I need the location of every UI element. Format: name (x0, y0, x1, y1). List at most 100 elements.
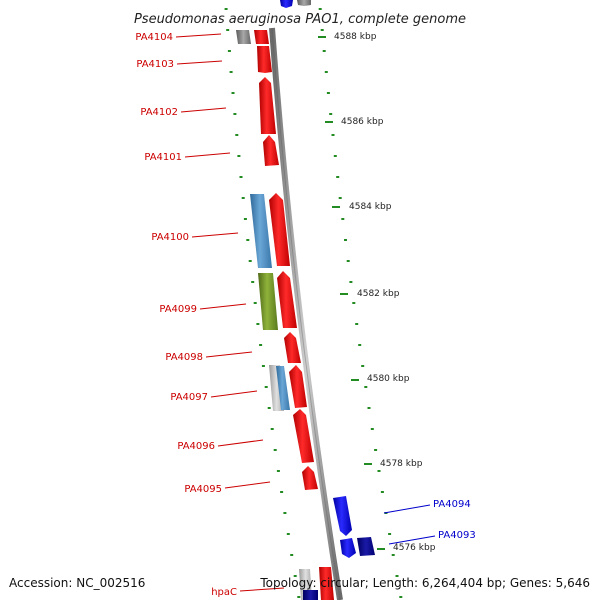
scale-dot (380, 491, 384, 493)
gene-leader-line (191, 232, 239, 238)
scale-dot (341, 218, 345, 220)
gene-arrow-red[interactable] (277, 271, 297, 328)
inner-scale-ticks (318, 8, 403, 598)
scale-dot (395, 575, 399, 577)
scale-dot (388, 533, 392, 535)
gene-label[interactable]: PA4100 (151, 232, 189, 243)
scale-dot (243, 218, 247, 220)
scale-dot (224, 8, 228, 10)
scale-dot (370, 428, 374, 430)
scale-dot (259, 344, 263, 346)
gene-arrow-blue[interactable] (333, 496, 352, 536)
gene-label[interactable]: PA4095 (184, 484, 222, 495)
gene-label[interactable]: PA4103 (136, 59, 174, 70)
scale-dot (233, 113, 237, 115)
gene-arrow-red[interactable] (289, 365, 307, 408)
scale-dot (226, 29, 230, 31)
gene-label[interactable]: hpaC (211, 587, 237, 598)
scale-dot (267, 407, 271, 409)
gene-arrow-blue[interactable] (340, 538, 356, 558)
kbp-label: 4588 kbp (334, 32, 377, 42)
scale-dot (261, 365, 265, 367)
gene-arrow-gray[interactable] (236, 30, 251, 44)
gene-arrow-red[interactable] (293, 409, 314, 463)
gene-label[interactable]: PA4098 (165, 352, 203, 363)
gene-arrow-red[interactable] (263, 135, 279, 166)
gene-arrow-red[interactable] (259, 77, 276, 134)
partial-gene-top-gray (297, 0, 311, 6)
scale-dot (318, 8, 322, 10)
gene-leader-line (199, 303, 247, 310)
gene-features (236, 30, 375, 600)
scale-dot (290, 554, 294, 556)
gene-arrow-olive[interactable] (258, 273, 278, 330)
scale-dot (293, 575, 297, 577)
scale-dot (270, 428, 274, 430)
scale-dot (235, 134, 239, 136)
scale-dot (227, 50, 231, 52)
gene-arrow-steelblue[interactable] (276, 366, 290, 410)
scale-dot (297, 596, 301, 598)
gene-leader-line (175, 33, 222, 38)
scale-dot (264, 386, 268, 388)
gene-label[interactable]: PA4093 (438, 530, 476, 541)
scale-dot (336, 176, 340, 178)
map-title: Pseudomonas aeruginosa PAO1, complete ge… (134, 12, 466, 27)
scale-dot (253, 302, 257, 304)
gene-label[interactable]: PA4096 (177, 441, 215, 452)
gene-arrow-red[interactable] (269, 193, 290, 266)
scale-dot (276, 470, 280, 472)
gene-arrow-red[interactable] (284, 332, 301, 363)
gene-label[interactable]: PA4099 (159, 304, 197, 315)
scale-dot (349, 281, 353, 283)
kbp-label: 4586 kbp (341, 117, 384, 127)
kbp-label: 4578 kbp (380, 459, 423, 469)
scale-dot (256, 323, 260, 325)
gene-leader-line (210, 390, 258, 398)
kbp-scale: 4588 kbp 4586 kbp 4584 kbp 4582 kbp 4580… (318, 32, 436, 553)
gene-leader-line (383, 504, 431, 514)
gene-labels: PA4104 PA4103 PA4102 PA4101 PA4100 PA409… (135, 32, 475, 598)
gene-arrow-red[interactable] (257, 46, 272, 73)
scale-dot (322, 50, 326, 52)
gene-leader-line (176, 60, 223, 65)
scale-dot (355, 323, 359, 325)
scale-dot (374, 449, 378, 451)
scale-dot (237, 155, 241, 157)
gene-label[interactable]: PA4094 (433, 499, 471, 510)
gene-label[interactable]: PA4101 (144, 152, 182, 163)
gene-arrow-red[interactable] (319, 567, 334, 600)
chromosome-backbone (269, 27, 343, 600)
chromosome-backbone-edge (271, 27, 341, 600)
gene-arrow-steelblue[interactable] (250, 194, 272, 268)
gene-label[interactable]: PA4097 (170, 392, 208, 403)
kbp-label: 4576 kbp (393, 543, 436, 553)
gene-arrow-navy[interactable] (357, 537, 375, 556)
scale-dot (399, 596, 403, 598)
gene-arrow-red[interactable] (254, 30, 269, 44)
gene-label[interactable]: PA4104 (135, 32, 173, 43)
scale-dot (286, 533, 290, 535)
scale-dot (283, 512, 287, 514)
scale-dot (273, 449, 277, 451)
scale-dot (367, 407, 371, 409)
scale-dot (280, 491, 284, 493)
gene-arrow-red[interactable] (302, 466, 318, 490)
scale-dot (246, 239, 250, 241)
scale-dot (364, 386, 368, 388)
scale-dot (229, 71, 233, 73)
scale-dot (231, 92, 235, 94)
gene-leader-line (180, 107, 227, 113)
scale-dot (248, 260, 252, 262)
gene-leader-line (205, 351, 253, 358)
partial-gene-top-blue (280, 0, 293, 8)
scale-dot (324, 71, 328, 73)
scale-dot (326, 92, 330, 94)
gene-leader-line (224, 481, 271, 489)
gene-arrow-navy[interactable] (303, 590, 318, 600)
gene-leader-line (239, 587, 285, 592)
genome-stats: Topology: circular; Length: 6,264,404 bp… (260, 576, 590, 590)
gene-label[interactable]: PA4102 (140, 107, 178, 118)
kbp-label: 4584 kbp (349, 202, 392, 212)
